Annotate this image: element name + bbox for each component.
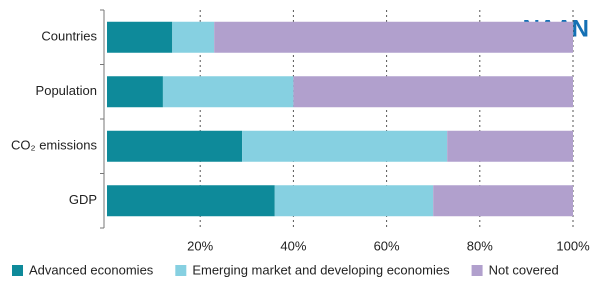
x-tick-label: 40% [280,238,306,253]
legend-swatch [175,265,187,276]
bar-segment [433,185,573,217]
y-tick-label: CO₂ emissions [11,138,97,153]
legend-label: Not covered [489,262,559,277]
bar-segment [107,185,275,217]
x-tick-label: 80% [467,238,493,253]
y-tick-label: GDP [69,192,97,207]
x-tick-label: 100% [556,238,590,253]
bar-segment [214,21,573,53]
bar-segment [162,76,294,108]
bar-segment [172,21,215,53]
bar-segment [107,130,243,162]
y-tick-label: Countries [41,29,97,44]
bar-segment [107,76,163,108]
bar-segment [107,21,173,53]
bar-segment [447,130,573,162]
legend-swatch [12,265,23,276]
x-tick-label: 20% [187,238,213,253]
x-tick-label: 60% [374,238,400,253]
bar-segment [293,76,573,108]
bar-segment [242,130,448,162]
legend-swatch [471,265,483,276]
bar-segment [274,185,434,217]
legend-label: Emerging market and developing economies [192,262,450,277]
y-tick-label: Population [36,83,97,98]
legend-label: Advanced economies [29,262,154,277]
